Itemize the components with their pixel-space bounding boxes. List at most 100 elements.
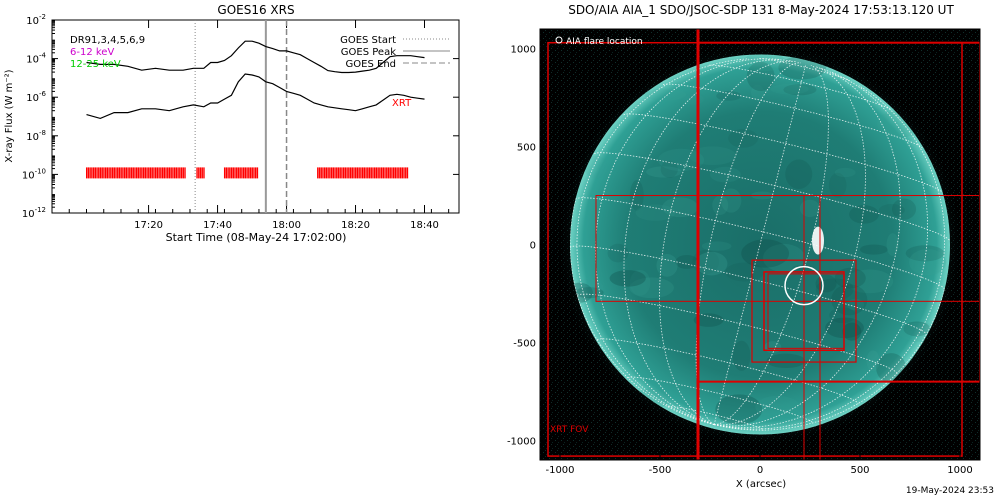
xrt-coverage-tick [122,167,124,179]
xrt-coverage-tick [375,167,378,179]
disk-feature [660,160,678,178]
xrt-fov-boxes [547,29,980,460]
xrt-coverage-tick [141,167,143,179]
xrt-coverage-tick [106,167,109,179]
y-tick-label: 10-10 [22,167,46,181]
disk-feature [763,243,805,273]
xrt-coverage-tick [89,167,91,179]
disk-feature [785,159,813,189]
grid-line [667,406,764,431]
xrt-coverage-tick [363,167,366,179]
xrt-coverage-tick [329,167,331,179]
xrt-coverage-tick [85,167,88,179]
xrt-coverage-tick [368,167,371,179]
xrt-coverage-tick [355,167,357,179]
y-tick-exponent: -10 [35,167,46,175]
y-tick-label: 10-6 [26,90,46,104]
disk-feature [878,203,905,217]
disk-feature [831,284,868,316]
xrt-coverage-tick [170,167,172,179]
disk-feature [859,244,888,255]
xrt-coverage-tick [356,167,359,179]
x-tick-label: 18:00 [272,220,301,231]
flare-legend-marker [555,36,563,44]
xrt-coverage-tick [172,167,174,179]
xrt-coverage-tick [327,167,329,179]
xrt-coverage-tick [146,167,148,179]
xrt-coverage-tick [227,167,229,179]
xrt-coverage-tick [223,167,226,179]
legend-left-item: DR91,3,4,5,6,9 [70,35,145,46]
legend-right-item: GOES End [346,59,396,70]
xrt-coverage-tick [177,167,179,179]
xrt-coverage-tick [156,167,159,179]
xrt-coverage-tick [325,167,328,179]
xrt-coverage-tick [125,167,128,179]
xrt-label: XRT [392,98,412,109]
xrt-coverage-tick [251,167,253,179]
x-tick-label: -1000 [545,465,574,476]
xrt-coverage-tick [249,167,252,179]
x-tick-label: -500 [649,465,672,476]
disk-feature [766,353,806,369]
xrt-coverage-tick [382,167,385,179]
goes-event-lines [194,20,288,213]
x-axis-label: Start Time (08-May-24 17:02:00) [166,231,347,244]
xrt-coverage-tick [129,167,131,179]
image-axis-ticks: -1000 -500 0 500 1000 -1000 -500 0 500 1000 [507,45,973,476]
disk-feature [701,241,732,251]
xrt-coverage-tick [237,167,240,179]
disk-feature [891,198,917,220]
xrt-coverage-tick [339,167,341,179]
xrt-coverage-tick [346,167,348,179]
fov-box-inner2 [767,273,845,349]
disk-feature [629,277,674,299]
disk-feature [584,155,608,179]
xrt-coverage-tick [160,167,162,179]
grid-line [577,293,898,374]
xrt-coverage-tick [348,167,350,179]
y-tick-label: 10-2 [26,13,46,27]
disk-feature [746,61,775,92]
x-tick-label: 17:40 [203,220,232,231]
xrt-coverage-tick [168,167,171,179]
xrt-coverage-tick [232,167,234,179]
xrt-coverage-tick [180,167,183,179]
disk-feature [783,84,817,96]
xrt-coverage-tick [318,167,321,179]
y-tick-exponent: -8 [39,129,46,137]
xrt-coverage-tick [241,167,243,179]
xrt-coverage-tick [98,167,100,179]
disk-feature [720,188,742,213]
xrt-coverage-tick [154,167,157,179]
xrt-coverage-tick [405,167,407,179]
series-line-1 [86,73,425,120]
disk-feature [799,199,820,218]
disk-feature [815,274,837,293]
disk-feature [688,146,737,166]
xrt-coverage-tick [199,167,202,179]
grid-line [623,113,943,194]
xrt-coverage-tick [149,167,152,179]
y-tick-label: 500 [517,143,536,154]
y-tick-exponent: -6 [39,90,47,98]
disk-feature [732,340,751,371]
xrt-coverage-tick [320,167,322,179]
grid-line [714,71,929,428]
xrt-coverage-tick [201,167,203,179]
xrt-coverage-tick [401,167,403,179]
xrt-coverage-tick [175,167,178,179]
xrt-coverage-tick [360,167,362,179]
y-axis-label: X-ray Flux (W m⁻²) [4,69,15,162]
flare-location-marker [784,265,824,306]
disk-feature [751,84,764,101]
xrt-coverage-tick [337,167,340,179]
legend-right-item: GOES Start [340,35,396,46]
y-tick-exponent: -4 [39,52,47,60]
xrt-coverage-tick [239,167,241,179]
xrt-coverage-tick [173,167,176,179]
disk-feature [715,394,763,425]
grid-line [714,67,901,427]
